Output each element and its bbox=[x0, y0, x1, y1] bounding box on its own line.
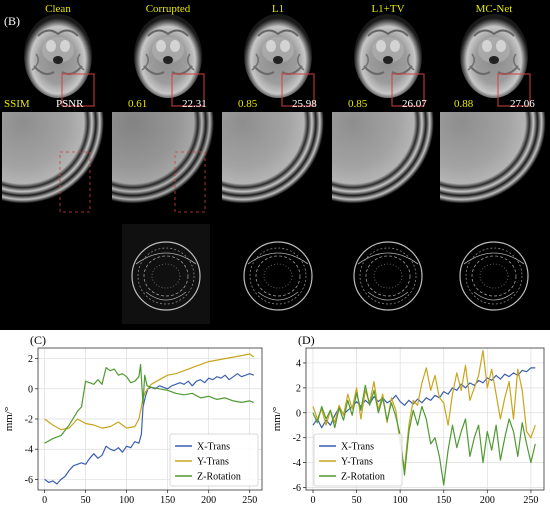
panel-c-svg: (C) 0 50 100 150 200 250 -6 -4 -2 0 2 mm/° X-Trans Y-T… bbox=[3, 333, 263, 506]
ssim-header: SSIM bbox=[4, 98, 30, 110]
ssim-corrupted: 0.61 bbox=[128, 98, 148, 110]
y-tick-label: -4 bbox=[293, 458, 301, 469]
l1tv-zoom bbox=[332, 112, 436, 216]
image-grid-svg bbox=[2, 13, 548, 324]
panel-b-label: (B) bbox=[4, 14, 20, 28]
y-axis-label: mm/° bbox=[3, 407, 15, 432]
y-tick-label: -2 bbox=[293, 433, 301, 444]
title-l1: L1 bbox=[271, 3, 285, 15]
ssim-l1: 0.85 bbox=[238, 98, 258, 110]
psnr-l1: 25.98 bbox=[292, 98, 317, 110]
psnr-l1tv: 26.07 bbox=[402, 98, 427, 110]
x-tick-label: 250 bbox=[242, 495, 257, 506]
y-tick-label: 4 bbox=[296, 358, 301, 369]
x-tick-label: 0 bbox=[310, 495, 315, 506]
x-tick-label: 50 bbox=[81, 495, 91, 506]
panel-c-chart: (C) 0 50 100 150 200 250 -6 -4 -2 0 2 mm/° X-Trans Y-T… bbox=[0, 330, 270, 518]
x-tick-label: 50 bbox=[352, 495, 362, 506]
x-tick-label: 200 bbox=[201, 495, 216, 506]
title-corrupted: Corrupted bbox=[145, 3, 191, 15]
y-axis-label: mm/° bbox=[272, 407, 283, 432]
panel-label: (D) bbox=[298, 333, 315, 347]
psnr-header: PSNR bbox=[56, 98, 84, 110]
legend-entry: Z-Rotation bbox=[197, 472, 241, 483]
panel-d-chart: (D) 0 50 100 150 200 250 -6 -4 -2 0 2 4 mm/° X-Trans Y-… bbox=[271, 330, 550, 518]
title-l1tv: L1+TV bbox=[371, 3, 405, 15]
ssim-mcnet: 0.88 bbox=[454, 98, 474, 110]
x-tick-label: 150 bbox=[160, 495, 175, 506]
clean-zoom bbox=[2, 112, 106, 216]
legend-box bbox=[313, 433, 403, 487]
legend-entry: X-Trans bbox=[197, 442, 230, 453]
corrupted-zoom bbox=[112, 112, 216, 216]
y-tick-label: -4 bbox=[25, 445, 33, 456]
mcnet-error-map bbox=[459, 241, 529, 311]
panel-b-image-grid: (B) Clean Corrupted L1 L1+TV MC-Net SSIM… bbox=[0, 0, 550, 330]
x-tick-label: 200 bbox=[480, 495, 495, 506]
l1-error-map bbox=[243, 241, 313, 311]
panel-label: (C) bbox=[30, 333, 46, 347]
series-line-y-trans bbox=[44, 353, 255, 431]
l1tv-error-map bbox=[353, 241, 423, 311]
y-tick-label: -2 bbox=[25, 415, 33, 426]
series-line-z-rotation bbox=[44, 363, 255, 444]
legend-entry: Y-Trans bbox=[341, 457, 373, 468]
y-tick-label: -6 bbox=[25, 475, 33, 486]
psnr-mcnet: 27.06 bbox=[510, 98, 535, 110]
y-tick-label: 2 bbox=[28, 354, 33, 365]
y-tick-label: 0 bbox=[296, 408, 301, 419]
series-line-x-trans bbox=[44, 373, 255, 485]
l1-image bbox=[243, 13, 315, 107]
y-tick-label: 2 bbox=[296, 383, 301, 394]
plot-frame bbox=[305, 347, 545, 491]
legend-box bbox=[169, 433, 259, 487]
mcnet-image bbox=[459, 13, 531, 107]
x-tick-label: 100 bbox=[393, 495, 408, 506]
title-clean: Clean bbox=[45, 3, 71, 15]
x-tick-label: 0 bbox=[42, 495, 47, 506]
legend-entry: X-Trans bbox=[341, 442, 374, 453]
x-tick-label: 250 bbox=[523, 495, 538, 506]
title-mcnet: MC-Net bbox=[475, 3, 513, 15]
legend-entry: Z-Rotation bbox=[341, 472, 385, 483]
l1tv-image bbox=[353, 13, 425, 107]
psnr-corrupted: 22.31 bbox=[182, 98, 207, 110]
clean-image bbox=[23, 13, 95, 107]
series-line-z-rotation bbox=[312, 384, 536, 486]
panel-d-svg: (D) 0 50 100 150 200 250 -6 -4 -2 0 2 4 mm/° X-Trans Y-… bbox=[271, 333, 545, 506]
mcnet-zoom bbox=[440, 112, 548, 216]
l1-zoom bbox=[222, 112, 326, 216]
x-tick-label: 100 bbox=[119, 495, 134, 506]
legend-entry: Y-Trans bbox=[197, 457, 229, 468]
y-tick-label: 0 bbox=[28, 384, 33, 395]
y-tick-label: -6 bbox=[293, 483, 301, 494]
ssim-l1tv: 0.85 bbox=[348, 98, 368, 110]
corrupted-image bbox=[133, 13, 205, 107]
x-tick-label: 150 bbox=[436, 495, 451, 506]
series-line-y-trans bbox=[312, 349, 536, 470]
